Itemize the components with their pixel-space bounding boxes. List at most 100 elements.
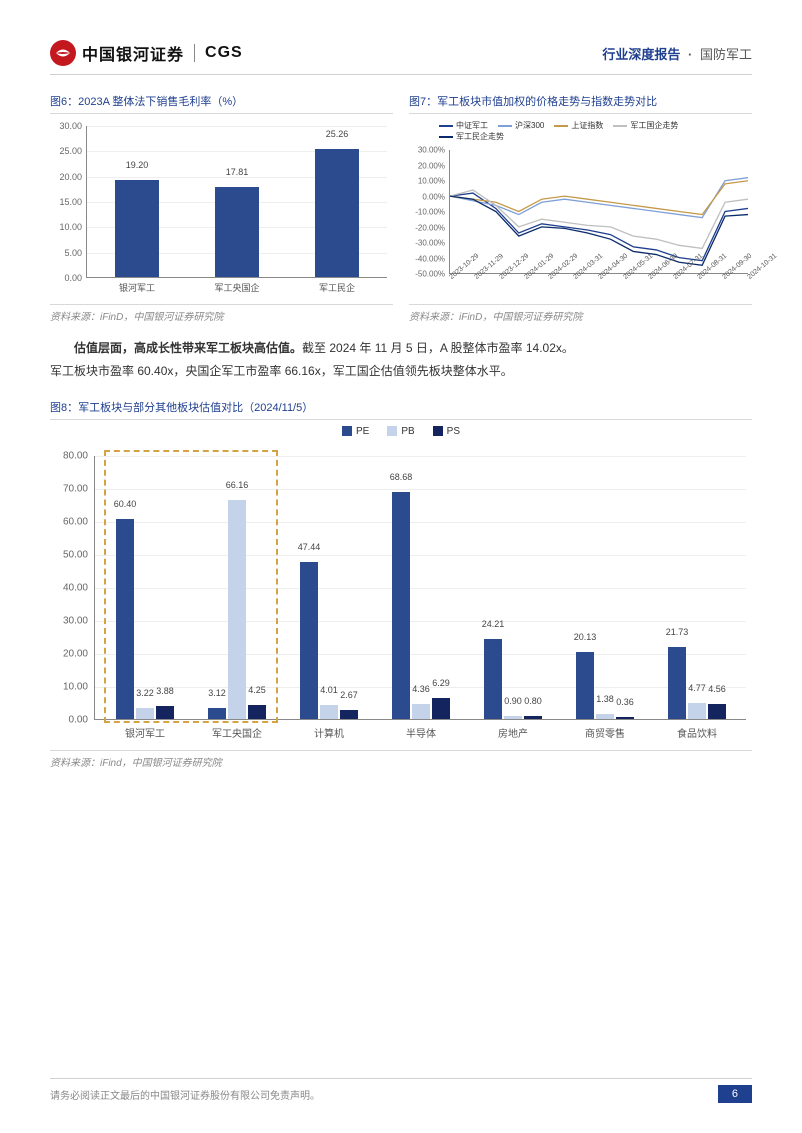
- header-sector: 国防军工: [700, 47, 752, 62]
- chart8-bar: [576, 652, 594, 718]
- chart8-xlabel: 食品饮料: [658, 719, 736, 740]
- chart6-xlabel: 军工民企: [307, 277, 367, 294]
- body-p1-rest: 截至 2024 年 11 月 5 日，A 股整体市盈率 14.02x。: [302, 341, 574, 355]
- chart7-ylabel: -10.00%: [409, 208, 445, 217]
- chart6-plot: 19.20银河军工17.81军工央国企25.26军工民企: [86, 126, 387, 278]
- chart6-bar: [115, 180, 159, 277]
- logo-text-en: CGS: [205, 44, 243, 62]
- logo-text-cn: 中国银河证券: [82, 41, 184, 65]
- chart8-ylabel: 70.00: [50, 483, 88, 494]
- chart6-ylabel: 5.00: [50, 248, 82, 258]
- page-number: 6: [718, 1085, 752, 1103]
- chart8-ylabel: 60.00: [50, 516, 88, 527]
- footer-disclaimer: 请务必阅读正文最后的中国银河证券股份有限公司免责声明。: [50, 1087, 320, 1102]
- chart6-xlabel: 银河军工: [107, 277, 167, 294]
- chart7: 中证军工沪深300上证指数军工国企走势军工民企走势 2023-10-292023…: [409, 120, 752, 300]
- chart8-ylabel: 20.00: [50, 648, 88, 659]
- chart7-legend-item: 沪深300: [498, 120, 544, 131]
- chart8-title: 图8：军工板块与部分其他板块估值对比（2024/11/5）: [50, 399, 752, 420]
- chart8: PEPBPS 60.403.223.88银河军工3.1266.164.25军工央…: [50, 426, 752, 746]
- chart8-ylabel: 0.00: [50, 714, 88, 725]
- header-right: 行业深度报告 · 国防军工: [602, 44, 752, 63]
- chart8-bar: [432, 698, 450, 719]
- chart6-ylabel: 25.00: [50, 146, 82, 156]
- chart8-value-label: 4.56: [702, 684, 732, 694]
- chart8-value-label: 68.68: [386, 472, 416, 482]
- chart6-block: 图6：2023A 整体法下销售毛利率（%） 19.20银河军工17.81军工央国…: [50, 93, 393, 323]
- chart8-ylabel: 30.00: [50, 615, 88, 626]
- logo-block: 中国银河证券 CGS: [50, 40, 243, 66]
- charts-row-top: 图6：2023A 整体法下销售毛利率（%） 19.20银河军工17.81军工央国…: [50, 93, 752, 323]
- chart8-legend: PEPBPS: [50, 426, 752, 437]
- chart8-bar: [156, 706, 174, 719]
- chart8-xlabel: 计算机: [290, 719, 368, 740]
- chart6-value-label: 25.26: [315, 129, 359, 139]
- chart6-ylabel: 10.00: [50, 222, 82, 232]
- chart8-bar: [248, 705, 266, 719]
- header-report-type: 行业深度报告: [602, 47, 680, 62]
- chart8-block: 图8：军工板块与部分其他板块估值对比（2024/11/5） PEPBPS 60.…: [50, 399, 752, 769]
- chart8-bar: [484, 639, 502, 719]
- chart8-xlabel: 房地产: [474, 719, 552, 740]
- chart8-value-label: 24.21: [478, 619, 508, 629]
- chart8-value-label: 66.16: [222, 480, 252, 490]
- chart8-bar: [320, 705, 338, 718]
- chart8-value-label: 3.88: [150, 686, 180, 696]
- chart8-bar: [136, 708, 154, 719]
- chart7-legend: 中证军工沪深300上证指数军工国企走势军工民企走势: [409, 120, 752, 142]
- chart8-bar: [208, 708, 226, 718]
- body-lead-bold: 估值层面，高成长性带来军工板块高估值。: [74, 341, 302, 355]
- chart7-ylabel: 20.00%: [409, 161, 445, 170]
- chart7-legend-item: 上证指数: [554, 120, 603, 131]
- chart8-value-label: 0.36: [610, 697, 640, 707]
- chart8-value-label: 4.25: [242, 685, 272, 695]
- chart6-ylabel: 30.00: [50, 121, 82, 131]
- chart7-source: 资料来源：iFinD，中国银河证券研究院: [409, 304, 752, 323]
- body-paragraph-1: 估值层面，高成长性带来军工板块高估值。截至 2024 年 11 月 5 日，A …: [50, 337, 752, 383]
- body-p2: 军工板块市盈率 60.40x，央国企军工市盈率 66.16x，军工国企估值领先板…: [50, 360, 752, 383]
- chart8-xlabel: 军工央国企: [198, 719, 276, 740]
- chart8-bar: [708, 704, 726, 719]
- chart8-value-label: 21.73: [662, 627, 692, 637]
- chart7-ylabel: 10.00%: [409, 177, 445, 186]
- chart8-ylabel: 50.00: [50, 549, 88, 560]
- chart8-source: 资料来源：iFind，中国银河证券研究院: [50, 750, 752, 769]
- header-dot: ·: [688, 47, 692, 62]
- chart8-value-label: 2.67: [334, 690, 364, 700]
- chart8-ylabel: 40.00: [50, 582, 88, 593]
- chart6-ylabel: 15.00: [50, 197, 82, 207]
- chart7-ylabel: 30.00%: [409, 146, 445, 155]
- chart7-ylabel: -30.00%: [409, 239, 445, 248]
- chart8-bar: [412, 704, 430, 718]
- chart7-block: 图7：军工板块市值加权的价格走势与指数走势对比 中证军工沪深300上证指数军工国…: [409, 93, 752, 323]
- chart8-ylabel: 80.00: [50, 450, 88, 461]
- chart7-ylabel: -50.00%: [409, 270, 445, 279]
- chart6-xlabel: 军工央国企: [207, 277, 267, 294]
- logo-separator: [194, 44, 195, 62]
- galaxy-logo-icon: [50, 40, 76, 66]
- chart7-legend-item: 军工民企走势: [439, 131, 504, 142]
- chart8-xlabel: 商贸零售: [566, 719, 644, 740]
- chart6-value-label: 17.81: [215, 167, 259, 177]
- chart8-value-label: 20.13: [570, 632, 600, 642]
- chart8-value-label: 60.40: [110, 499, 140, 509]
- chart8-value-label: 6.29: [426, 678, 456, 688]
- chart7-plot: 2023-10-292023-11-292023-12-292024-01-29…: [449, 150, 748, 274]
- chart7-ylabel: -40.00%: [409, 254, 445, 263]
- chart6-title: 图6：2023A 整体法下销售毛利率（%）: [50, 93, 393, 114]
- chart8-xlabel: 半导体: [382, 719, 460, 740]
- chart8-value-label: 47.44: [294, 542, 324, 552]
- chart8-legend-item: PE: [342, 426, 369, 437]
- chart6-source: 资料来源：iFinD，中国银河证券研究院: [50, 304, 393, 323]
- chart6-ylabel: 0.00: [50, 273, 82, 283]
- chart8-bar: [688, 703, 706, 719]
- chart6-bar: [215, 187, 259, 277]
- chart6-ylabel: 20.00: [50, 172, 82, 182]
- chart8-xlabel: 银河军工: [106, 719, 184, 740]
- chart7-title: 图7：军工板块市值加权的价格走势与指数走势对比: [409, 93, 752, 114]
- chart8-legend-item: PB: [387, 426, 414, 437]
- chart8-ylabel: 10.00: [50, 681, 88, 692]
- chart7-ylabel: 0.00%: [409, 192, 445, 201]
- chart6-value-label: 19.20: [115, 160, 159, 170]
- page-header: 中国银河证券 CGS 行业深度报告 · 国防军工: [50, 40, 752, 75]
